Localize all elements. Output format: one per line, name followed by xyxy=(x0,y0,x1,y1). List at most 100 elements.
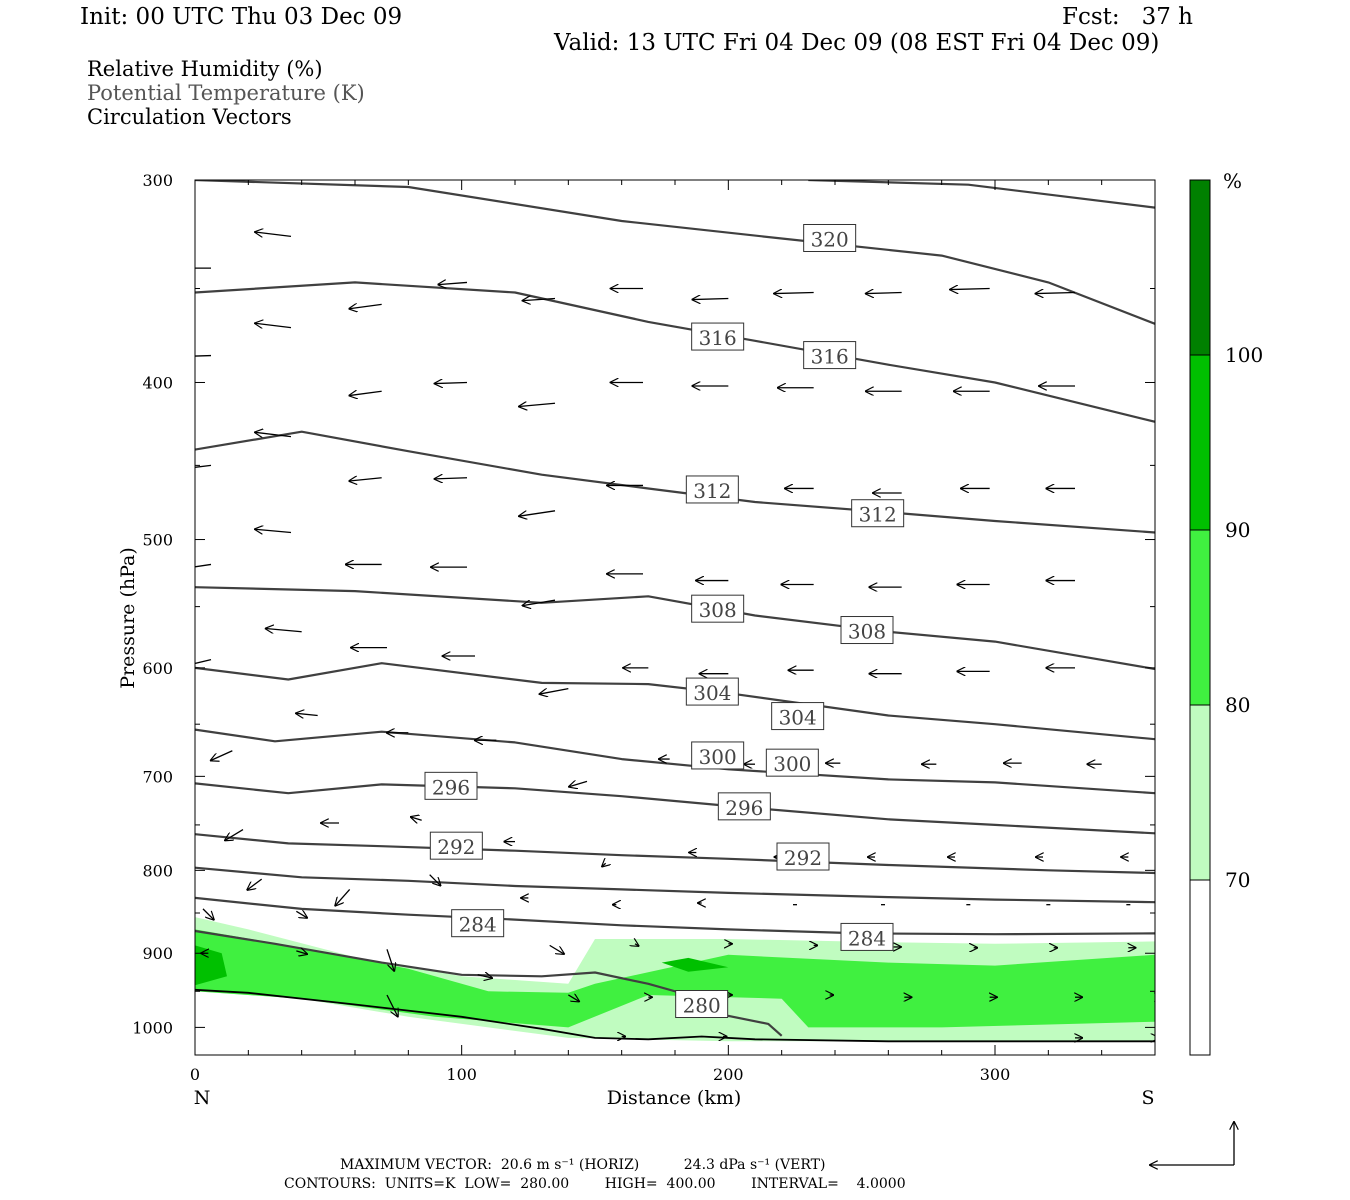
circulation-vector xyxy=(411,817,422,820)
circulation-vector xyxy=(211,750,233,761)
rh-80-region xyxy=(195,929,1155,1028)
theta-contour-288 xyxy=(195,866,1155,904)
theta-contour-label: 312 xyxy=(685,475,739,504)
x-tick-label: 200 xyxy=(713,1065,744,1084)
circulation-vector xyxy=(349,391,382,395)
x-end-label-s: S xyxy=(1141,1087,1154,1109)
reference-vector-icon xyxy=(1150,1122,1234,1165)
colorbar-frame xyxy=(1189,179,1211,1056)
circulation-vector xyxy=(774,293,814,294)
theta-label-box xyxy=(691,741,745,770)
circulation-vector xyxy=(195,563,212,568)
theta-label-text: 284 xyxy=(848,926,886,950)
theta-label-box xyxy=(685,677,739,706)
y-tick-label: 1000 xyxy=(132,1018,173,1037)
theta-label-box xyxy=(691,594,745,623)
theta-label-text: 320 xyxy=(811,227,849,251)
x-end-label-n: N xyxy=(194,1087,211,1109)
rh-shading xyxy=(195,917,1155,1042)
theta-contour-308 xyxy=(195,586,1155,671)
theta-contours xyxy=(195,180,1155,1037)
theta-label-text: 308 xyxy=(848,620,886,644)
axes: 300 400 500 600 700 800 900 1000 0 100 200 300 xyxy=(132,171,1155,1084)
circulation-vector xyxy=(195,464,212,468)
circulation-vector xyxy=(435,382,468,383)
theta-label-text: 304 xyxy=(779,706,817,730)
theta-label-box xyxy=(451,909,505,938)
y-tick-label: 600 xyxy=(142,659,173,678)
colorbar-level-label: 100 xyxy=(1225,343,1263,367)
circulation-vector xyxy=(569,781,588,786)
circulation-vector xyxy=(247,878,263,890)
circulation-vector xyxy=(438,282,468,284)
circulation-vector xyxy=(950,288,990,289)
circulation-vector xyxy=(1035,293,1076,294)
circulation-vector xyxy=(296,713,318,715)
theta-contour-label: 292 xyxy=(776,842,830,871)
theta-contour-label: 304 xyxy=(771,702,825,731)
y-axis-label: Pressure (hPa) xyxy=(117,547,139,689)
theta-contour-label: 312 xyxy=(851,499,905,528)
circulation-vector xyxy=(295,911,307,917)
plot-frame xyxy=(194,179,1156,1056)
theta-contour-label: 308 xyxy=(691,594,745,623)
circulation-vector xyxy=(386,994,398,1017)
circulation-vectors xyxy=(195,232,1162,1038)
circulation-vector xyxy=(255,529,292,532)
theta-label-box xyxy=(691,322,745,351)
x-axis-label: Distance (km) xyxy=(607,1087,742,1109)
theta-labels: 320 316 316 312 312 308 308 304 304 300 300 296 296 2… xyxy=(424,223,905,1019)
theta-contour-304 xyxy=(195,662,1155,741)
y-tick-label: 400 xyxy=(142,373,173,392)
colorbar-swatch xyxy=(1190,355,1210,530)
theta-label-text: 280 xyxy=(683,994,721,1018)
circulation-vector xyxy=(266,629,302,632)
field-title-theta: Potential Temperature (K) xyxy=(87,81,365,105)
theta-contour-296 xyxy=(195,782,1155,835)
theta-label-box xyxy=(771,702,825,731)
colorbar: 70 80 90 100% xyxy=(1189,169,1263,1056)
circulation-vector xyxy=(602,863,606,866)
theta-label-box xyxy=(424,771,478,800)
x-tick-label: 100 xyxy=(446,1065,477,1084)
circulation-vector xyxy=(195,354,212,357)
circulation-vector xyxy=(429,874,441,886)
x-tick-label: 0 xyxy=(190,1065,200,1084)
theta-label-text: 316 xyxy=(811,345,849,369)
theta-label-box xyxy=(765,748,819,777)
circulation-vector xyxy=(225,829,244,841)
theta-contour-label: 316 xyxy=(803,341,857,370)
theta-contour-280 xyxy=(195,929,783,1037)
circulation-vector xyxy=(255,432,292,436)
circulation-vector xyxy=(349,478,382,481)
circulation-vector xyxy=(386,949,394,971)
circulation-vector xyxy=(519,510,556,516)
theta-label-text: 292 xyxy=(784,846,822,870)
theta-contour-label: 284 xyxy=(451,909,505,938)
theta-label-text: 300 xyxy=(773,752,811,776)
theta-label-box xyxy=(803,341,857,370)
theta-contour-label: 296 xyxy=(717,792,771,821)
theta-label-text: 296 xyxy=(725,796,763,820)
theta-label-text: 284 xyxy=(459,913,497,937)
theta-label-text: 312 xyxy=(859,503,897,527)
theta-label-box xyxy=(717,792,771,821)
colorbar-unit-label: % xyxy=(1223,169,1242,193)
theta-contour-label: 280 xyxy=(675,990,729,1019)
theta-label-box xyxy=(803,223,857,252)
circulation-vector xyxy=(435,478,468,479)
field-title-vectors: Circulation Vectors xyxy=(87,105,292,129)
colorbar-level-label: 90 xyxy=(1225,518,1250,542)
theta-label-text: 296 xyxy=(432,775,470,799)
theta-label-text: 300 xyxy=(699,745,737,769)
circulation-vector xyxy=(692,298,729,299)
rh-90-region xyxy=(661,957,729,972)
forecast-hour: Fcst: 37 h xyxy=(1062,4,1193,30)
valid-time: Valid: 13 UTC Fri 04 Dec 09 (08 EST Fri … xyxy=(554,30,1160,56)
circulation-vector xyxy=(866,293,902,294)
theta-contour-300 xyxy=(195,728,1155,795)
theta-contour-label: 304 xyxy=(685,677,739,706)
y-tick-label: 900 xyxy=(142,944,173,963)
circulation-vector xyxy=(255,232,292,236)
